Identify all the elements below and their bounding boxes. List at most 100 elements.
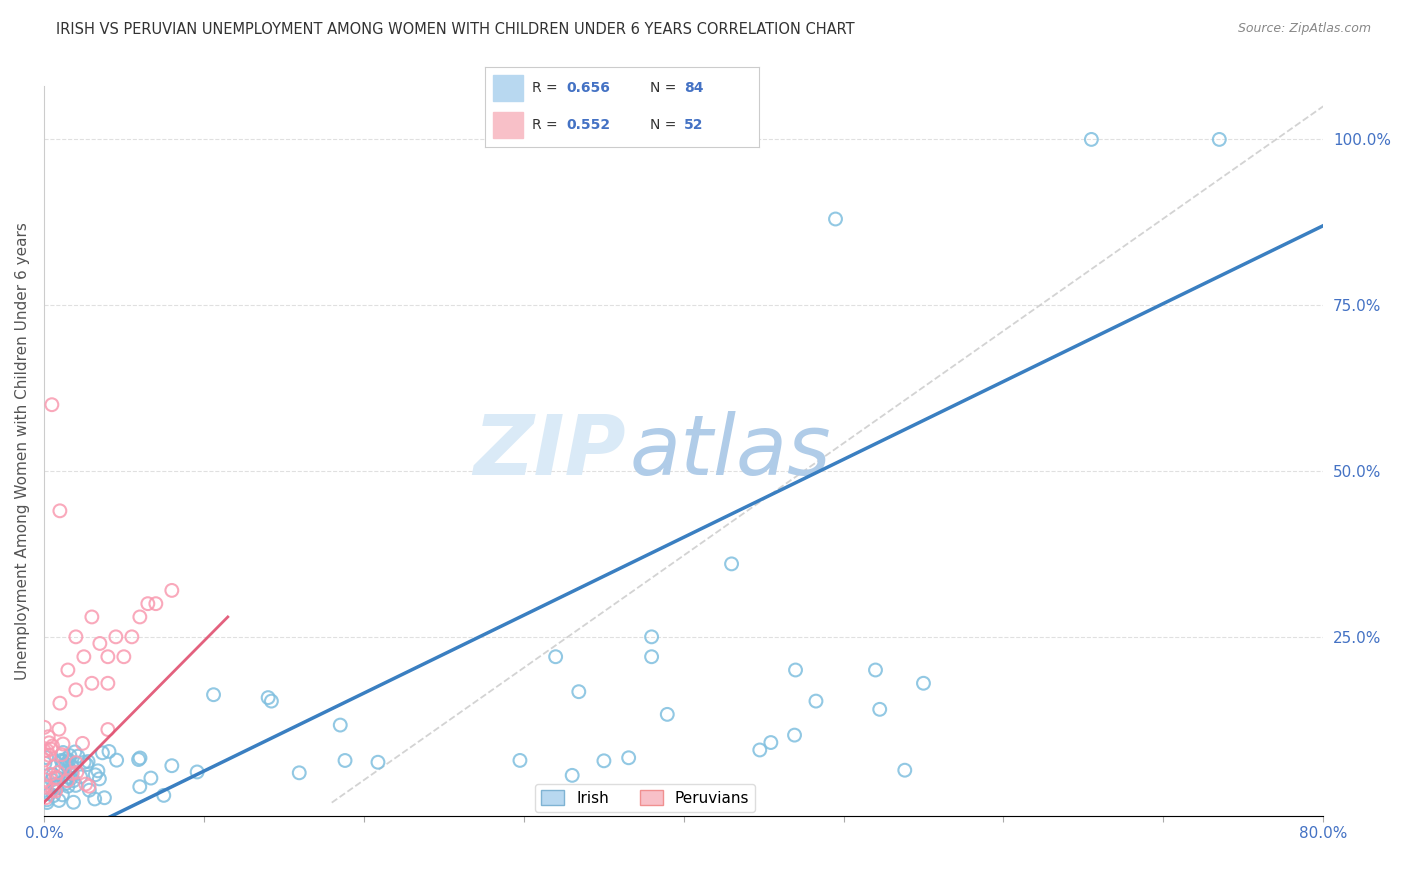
Text: R =: R =: [531, 81, 561, 95]
Point: [35, 793, 58, 807]
Point: [66, 749, 89, 764]
Point: [52, 746, 75, 760]
Point: [42, 760, 65, 774]
Point: [869, 702, 891, 716]
Point: [35, 750, 58, 764]
Point: [48, 723, 70, 737]
Point: [72, 736, 94, 750]
Point: [593, 754, 616, 768]
Point: [160, 758, 183, 772]
Point: [38, 787, 60, 801]
Point: [139, 771, 162, 785]
Point: [38, 748, 60, 763]
Point: [128, 610, 150, 624]
Point: [785, 663, 807, 677]
Point: [53, 777, 76, 791]
Text: 0.552: 0.552: [567, 118, 610, 132]
Point: [97, 723, 120, 737]
Point: [367, 756, 389, 770]
Point: [69, 770, 91, 784]
Point: [865, 663, 887, 677]
Point: [59, 748, 82, 763]
Point: [129, 751, 152, 765]
Point: [75, 777, 97, 791]
Point: [60, 759, 83, 773]
Point: [42, 789, 65, 803]
Text: N =: N =: [650, 118, 681, 132]
Point: [112, 649, 135, 664]
Point: [34, 756, 56, 771]
Text: Source: ZipAtlas.com: Source: ZipAtlas.com: [1237, 22, 1371, 36]
Point: [912, 676, 935, 690]
Point: [145, 597, 167, 611]
Point: [32, 744, 55, 758]
Legend: Irish, Peruvians: Irish, Peruvians: [536, 784, 755, 812]
Point: [748, 743, 770, 757]
Point: [49, 504, 72, 518]
FancyBboxPatch shape: [494, 112, 523, 137]
Point: [39, 742, 62, 756]
Point: [35, 790, 58, 805]
Point: [49, 696, 72, 710]
Point: [42, 783, 65, 797]
Point: [759, 735, 782, 749]
Point: [804, 694, 827, 708]
Text: N =: N =: [650, 81, 681, 95]
Text: atlas: atlas: [630, 410, 831, 491]
Point: [46, 771, 69, 785]
Point: [80, 610, 103, 624]
Point: [77, 779, 100, 793]
Point: [76, 757, 98, 772]
Point: [51, 755, 73, 769]
Point: [39, 767, 62, 781]
Point: [824, 212, 846, 227]
Point: [63, 745, 86, 759]
Point: [42, 768, 65, 782]
Point: [55, 752, 77, 766]
Point: [89, 772, 111, 786]
Point: [105, 753, 128, 767]
Point: [77, 755, 100, 769]
Point: [73, 649, 96, 664]
Text: 84: 84: [683, 81, 703, 95]
Point: [32, 753, 55, 767]
Point: [640, 630, 662, 644]
Point: [45, 780, 67, 795]
Point: [1080, 132, 1102, 146]
Point: [128, 752, 150, 766]
Point: [62, 773, 84, 788]
Point: [136, 597, 159, 611]
Point: [657, 707, 679, 722]
Point: [65, 779, 87, 793]
Point: [121, 630, 143, 644]
Point: [65, 682, 87, 697]
Point: [53, 773, 76, 788]
Point: [48, 793, 70, 807]
Point: [45, 784, 67, 798]
Point: [56, 771, 79, 785]
Point: [56, 663, 79, 677]
Point: [87, 764, 110, 778]
Point: [333, 754, 356, 768]
FancyBboxPatch shape: [494, 75, 523, 101]
Point: [66, 765, 89, 780]
Point: [260, 694, 283, 708]
Point: [568, 684, 591, 698]
Point: [58, 761, 80, 775]
Point: [186, 764, 208, 779]
Point: [35, 780, 58, 795]
Point: [98, 744, 121, 758]
Point: [56, 779, 79, 793]
Point: [51, 760, 73, 774]
Point: [202, 688, 225, 702]
Point: [45, 771, 67, 785]
Point: [89, 636, 111, 650]
Point: [104, 630, 127, 644]
Point: [32, 787, 55, 801]
Text: R =: R =: [531, 118, 561, 132]
Point: [257, 690, 280, 705]
Point: [720, 557, 742, 571]
Point: [55, 757, 77, 772]
Point: [44, 777, 66, 791]
Point: [41, 739, 63, 753]
